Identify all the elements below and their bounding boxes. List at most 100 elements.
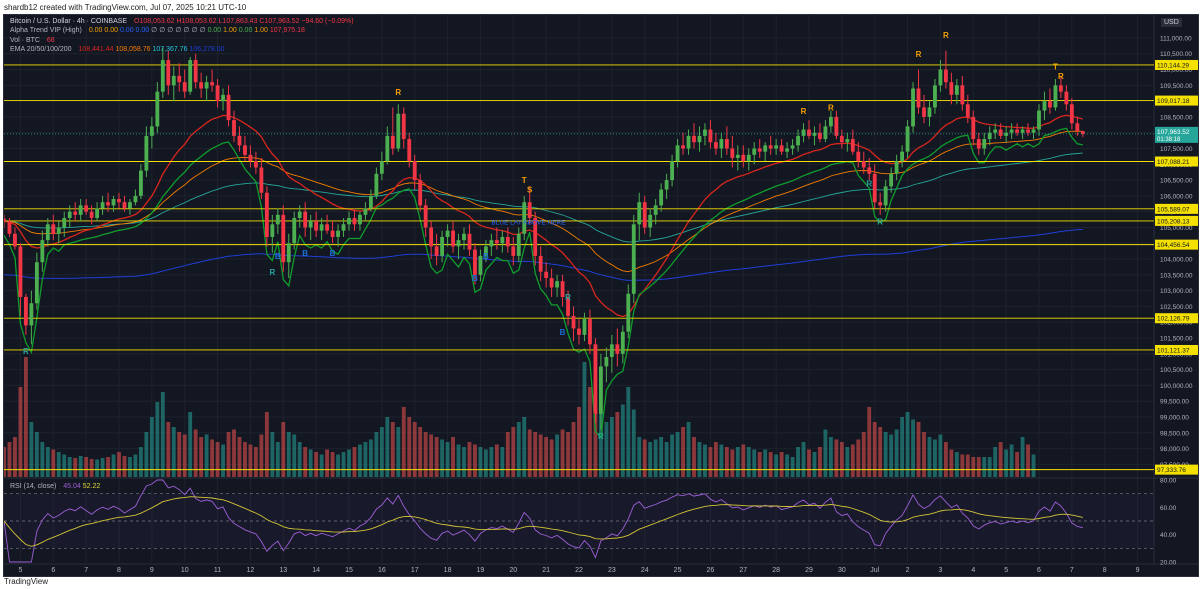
candle <box>741 145 746 168</box>
tradingview-logo[interactable]: TradingView <box>4 576 48 588</box>
rsi-ma-line <box>4 496 1083 547</box>
symbol-title[interactable]: Bitcoin / U.S. Dollar · 4h · COINBASE <box>10 18 128 25</box>
candle-body <box>1058 85 1063 92</box>
candle <box>511 236 516 266</box>
candle <box>960 75 965 111</box>
volume-bar <box>818 447 822 477</box>
indicator-name[interactable]: Vol · BTC <box>10 36 40 44</box>
signal-label-r: R <box>395 88 401 97</box>
ema-100-value: 107,367.76 <box>152 45 188 53</box>
signal-label-b: B <box>275 252 281 261</box>
volume-bar <box>122 456 127 477</box>
candle <box>199 72 204 98</box>
indicator-value: ∅ <box>183 27 190 35</box>
candle <box>522 195 527 241</box>
candle-body <box>998 129 1003 136</box>
candle <box>237 126 242 152</box>
volume-bar <box>171 427 176 477</box>
candle-body <box>171 75 176 86</box>
candle-body <box>379 161 384 174</box>
candle <box>615 328 620 367</box>
candle-body <box>122 202 127 209</box>
candle <box>314 211 319 237</box>
candle <box>84 199 89 215</box>
volume-bar <box>117 452 121 477</box>
indicator-name[interactable]: Alpha Trend VIP (High) <box>10 27 82 35</box>
indicator-value: ∅ <box>167 27 174 35</box>
candle-body <box>89 211 94 218</box>
signal-label-b: B <box>472 274 478 283</box>
level-price-tag <box>1155 215 1198 226</box>
volume-bar <box>308 449 313 477</box>
candle <box>889 167 894 193</box>
candle-body <box>429 227 434 247</box>
candle-body <box>686 135 691 149</box>
volume-bar <box>615 412 620 477</box>
candle-body <box>818 132 822 140</box>
volume-bar <box>188 412 193 477</box>
level-price-label: 110,144.29 <box>1157 62 1189 69</box>
candle <box>396 104 401 152</box>
candle <box>412 154 417 190</box>
volume-bar <box>555 434 560 477</box>
price-chart[interactable]: 111,000.00 110,500.00 110,000.00 109,500.00… <box>4 15 1198 576</box>
volume-bar <box>1020 437 1025 477</box>
candle <box>1064 85 1069 111</box>
candle-body <box>949 82 954 95</box>
candle <box>878 192 883 215</box>
rsi-legend[interactable]: RSI (14, close) 45.04 52.22 <box>10 483 100 490</box>
volume-bar <box>505 432 510 477</box>
symbol-row[interactable]: Bitcoin / U.S. Dollar · 4h · COINBASE O1… <box>10 17 354 26</box>
volume-bar <box>785 454 790 477</box>
volume-bar <box>998 442 1003 477</box>
candle <box>23 293 28 335</box>
candle <box>171 66 176 102</box>
candle-body <box>199 82 204 89</box>
candle <box>374 167 379 200</box>
chart-panel[interactable]: 111,000.00 110,500.00 110,000.00 109,500.00… <box>3 14 1199 577</box>
candle <box>867 157 872 181</box>
candle <box>927 101 932 127</box>
volume-bar <box>319 454 324 477</box>
candle <box>971 110 976 146</box>
candle-body <box>270 224 275 237</box>
volume-bar <box>314 452 319 477</box>
volume-bar <box>221 444 225 477</box>
candle-body <box>555 281 560 288</box>
time-tick-label: 29 <box>805 567 813 574</box>
candle <box>692 123 696 149</box>
ema-row[interactable]: EMA 20/50/100/200 108,441.44 108,058.76 … <box>10 45 354 54</box>
candle-body <box>626 293 631 332</box>
currency-tag[interactable]: USD <box>1161 18 1182 27</box>
candle <box>56 221 61 244</box>
volume-bar <box>664 442 669 477</box>
ema-20-line <box>4 114 1083 318</box>
candle <box>845 132 850 152</box>
candle <box>95 202 100 222</box>
candle-body <box>445 230 450 237</box>
chart-legend: Bitcoin / U.S. Dollar · 4h · COINBASE O1… <box>10 17 354 54</box>
candle <box>341 217 346 237</box>
level-price-label: 107,088.21 <box>1157 159 1190 166</box>
candle <box>45 217 50 247</box>
candle <box>483 240 488 263</box>
candle <box>478 249 483 282</box>
level-price-tag <box>1155 59 1198 70</box>
candle-body <box>648 214 653 228</box>
alpha-trend-row[interactable]: Alpha Trend VIP (High) 0.00 0.00 0.00 0.… <box>10 26 354 35</box>
candle-body <box>752 148 757 155</box>
volume-row[interactable]: Vol · BTC 66 <box>10 36 354 45</box>
volume-bar <box>210 439 215 477</box>
candle-body <box>23 296 28 326</box>
time-tick-label: 20 <box>509 567 517 574</box>
candle-body <box>1020 129 1025 133</box>
candle-body <box>144 135 149 171</box>
volume-bar <box>544 437 549 477</box>
candle-body <box>494 240 499 244</box>
candle-body <box>993 129 998 133</box>
volume-bar <box>796 447 800 477</box>
candle <box>724 126 729 155</box>
indicator-name[interactable]: EMA 20/50/100/200 <box>10 45 72 53</box>
rsi-name[interactable]: RSI (14, close) <box>10 483 57 490</box>
volume-layer <box>4 357 1036 477</box>
